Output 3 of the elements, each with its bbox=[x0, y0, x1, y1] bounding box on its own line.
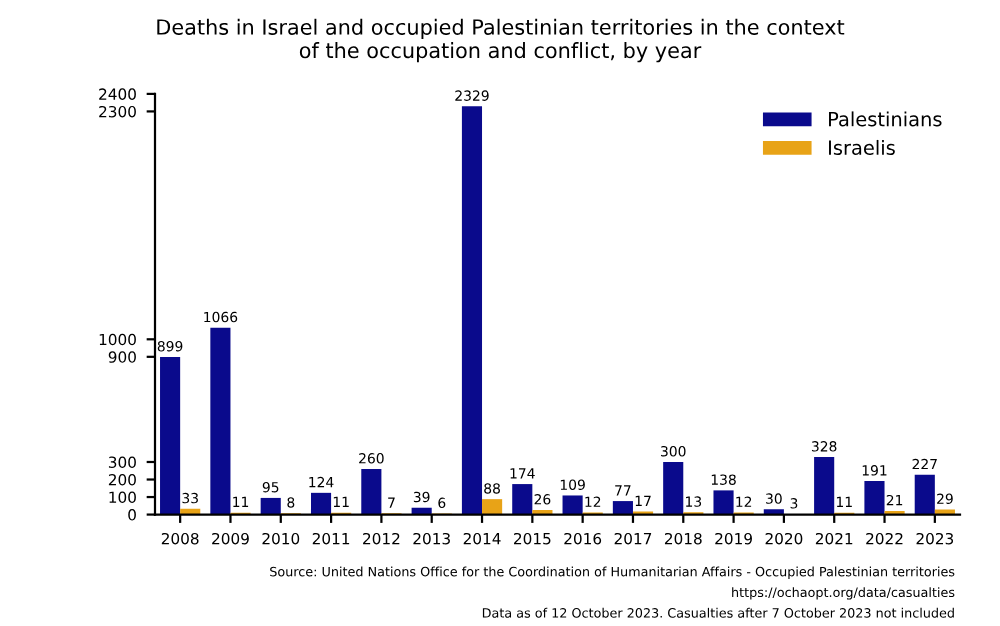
legend-label: Israelis bbox=[829, 139, 895, 155]
chart-title: Deaths in Israel and occupied Palestinian territories in the context of the occupation and conflict, by year bbox=[157, 18, 845, 63]
legend-label: Palestinians bbox=[829, 111, 942, 127]
